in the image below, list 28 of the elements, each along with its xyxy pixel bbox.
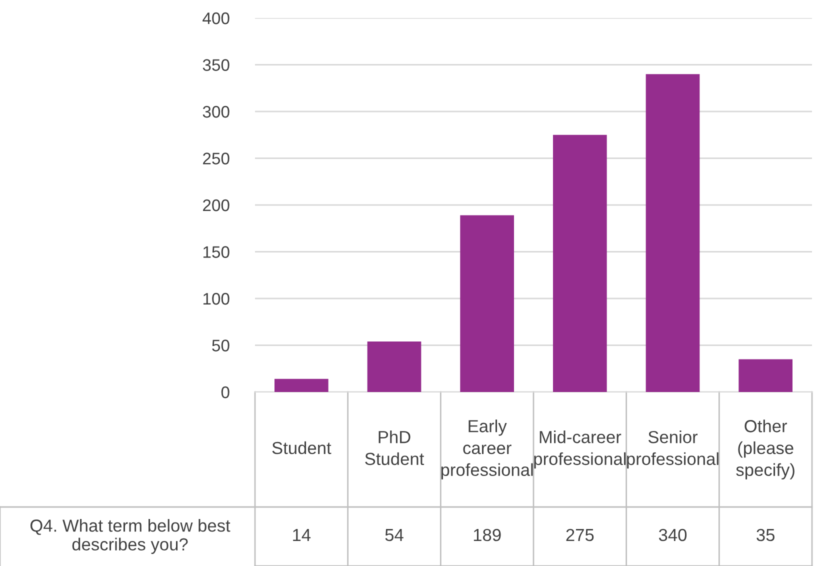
y-tick-label: 0 (221, 386, 230, 398)
bar (646, 74, 700, 392)
data-label: 340 (658, 528, 687, 542)
data-label: 275 (566, 528, 594, 542)
y-tick-label: 100 (203, 292, 230, 305)
text: Q4. What term below best describes you? (30, 519, 230, 554)
bar (552, 134, 607, 392)
y-tick-label: 400 (202, 12, 230, 24)
y-tick-label: 250 (203, 152, 230, 164)
data-label: 189 (474, 528, 501, 542)
y-tick-label: 350 (202, 59, 230, 71)
bar (274, 378, 328, 392)
data-label: 35 (756, 528, 775, 542)
x-tick-label: Student (272, 441, 332, 454)
data-label: 14 (293, 529, 311, 541)
x-tick-label: Mid-career professional (534, 430, 626, 469)
x-tick-label: Early career professional (441, 420, 533, 480)
bar (367, 342, 422, 392)
y-tick-label: 200 (203, 199, 230, 212)
x-tick-label: Senior professional (627, 430, 718, 469)
y-tick-label: 50 (212, 340, 230, 352)
y-tick-label: 300 (202, 106, 230, 118)
data-label: 54 (385, 529, 404, 542)
bar (738, 359, 793, 392)
x-tick-label: Other (please specify) (736, 420, 794, 480)
y-tick-label: 150 (203, 246, 230, 258)
x-tick-label: PhD Student (365, 430, 424, 466)
bar (460, 215, 514, 392)
